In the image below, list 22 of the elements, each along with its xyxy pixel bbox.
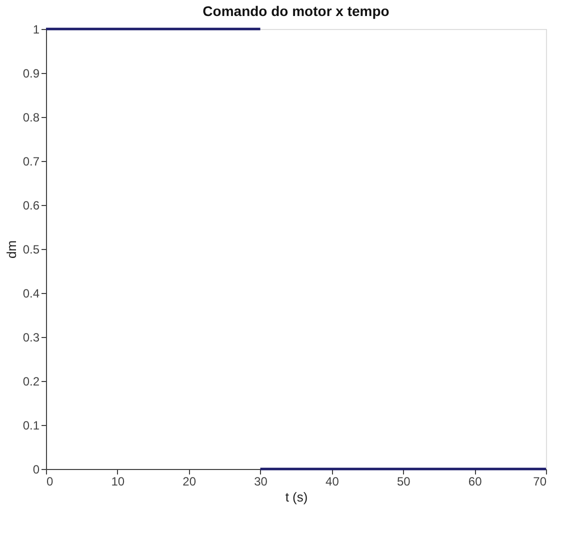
y-axis-title: dm [4, 240, 19, 259]
y-tick-label: 0.9 [22, 66, 40, 80]
y-tick-label: 0.8 [22, 110, 40, 124]
y-tick-label: 0.3 [22, 330, 40, 344]
x-axis-title: t (s) [285, 490, 308, 504]
y-tick-label: 0.6 [22, 198, 40, 212]
x-tick-label: 70 [533, 474, 547, 488]
y-tick-label: 0.4 [22, 286, 40, 300]
x-tick-label: 0 [46, 474, 54, 488]
chart-title: Comando do motor x tempo [202, 3, 390, 19]
x-tick-label: 30 [254, 474, 268, 488]
y-tick-label: 0.5 [22, 242, 40, 256]
x-tick-label: 40 [326, 474, 340, 488]
x-tick-label: 20 [182, 474, 196, 488]
x-tick-label: 60 [468, 474, 482, 488]
y-tick-label: 0.7 [22, 154, 40, 168]
y-tick-label: 1 [32, 22, 40, 36]
y-tick-label: 0 [32, 462, 40, 476]
y-tick-label: 0.2 [22, 374, 40, 388]
x-tick-label: 50 [396, 474, 411, 488]
y-tick-label: 0.1 [22, 418, 40, 432]
x-tick-label: 10 [111, 474, 125, 488]
